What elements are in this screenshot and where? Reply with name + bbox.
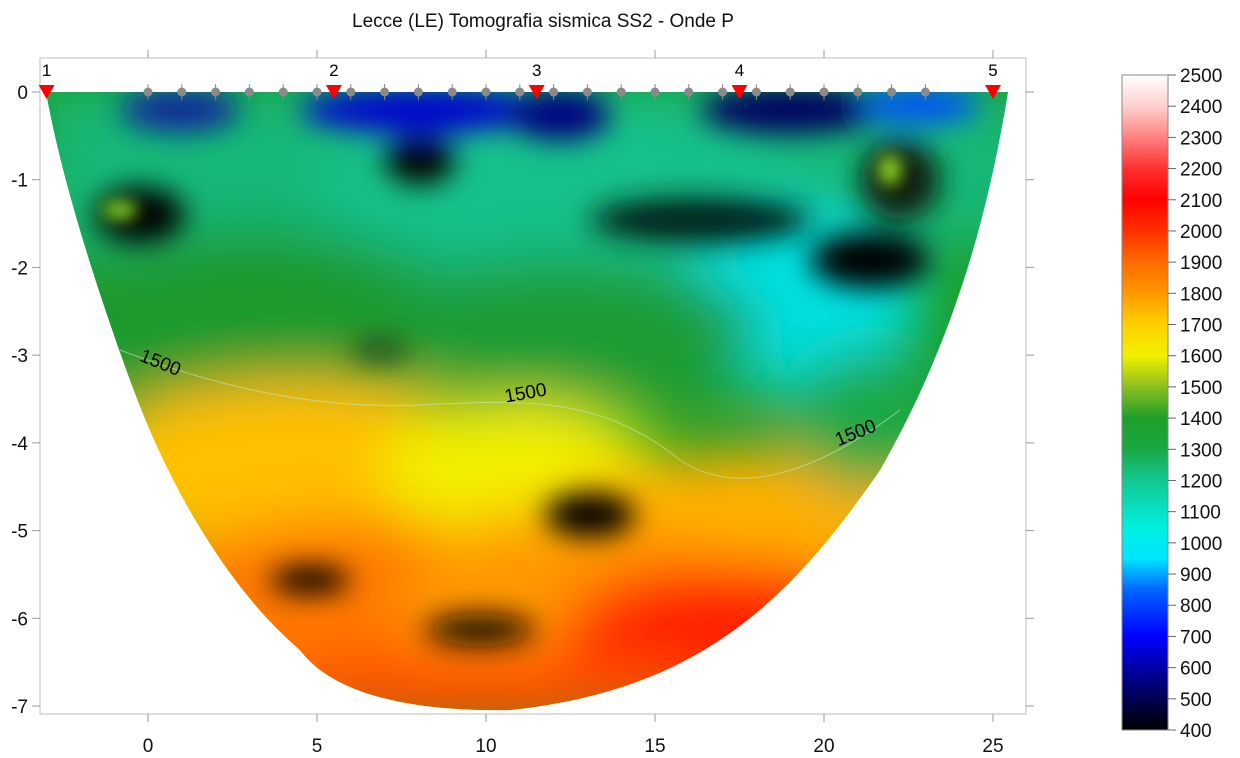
x-tick-label: 10 (475, 736, 496, 757)
x-tick-label: 0 (143, 736, 154, 757)
geophone-marker (481, 87, 491, 97)
geophone-marker (751, 87, 761, 97)
geophone-marker (380, 87, 390, 97)
geophone-marker (211, 87, 221, 97)
y-tick-label: -6 (11, 609, 28, 630)
geophone-marker (278, 87, 288, 97)
y-tick-label: -4 (11, 434, 28, 455)
colorbar-tick-label: 1800 (1180, 284, 1222, 305)
colorbar-tick-label: 1400 (1180, 409, 1222, 430)
colorbar-tick-label: 700 (1180, 627, 1212, 648)
plot-frame (39, 57, 1027, 715)
shot-marker (38, 85, 55, 99)
shot-label: 4 (735, 61, 744, 80)
x-tick-label: 5 (312, 736, 323, 757)
colorbar-tick-label: 1100 (1180, 503, 1221, 524)
geophone-marker (785, 87, 795, 97)
geophone-marker (549, 87, 559, 97)
shot-marker (528, 85, 545, 99)
colorbar-tick-label: 2200 (1180, 160, 1222, 181)
geophone-marker (143, 87, 153, 97)
geophone-marker (413, 87, 423, 97)
velocity-field (46, 92, 1008, 711)
y-tick-label: -7 (11, 697, 28, 718)
geophone-marker (887, 87, 897, 97)
geophone-marker (819, 87, 829, 97)
colorbar-tick-label: 1300 (1180, 440, 1222, 461)
colorbar-tick-label: 1900 (1180, 253, 1222, 274)
colorbar-tick-label: 900 (1180, 565, 1212, 586)
chart-title: Lecce (LE) Tomografia sismica SS2 - Onde… (352, 11, 734, 32)
shot-marker (325, 85, 342, 99)
geophone-marker (684, 87, 694, 97)
colorbar-tick-label: 1600 (1180, 347, 1222, 368)
colorbar-tick-label: 1200 (1180, 471, 1222, 492)
geophone-marker (312, 87, 322, 97)
shot-marker (985, 85, 1001, 99)
y-tick-label: -5 (11, 522, 28, 543)
x-tick-label: 20 (813, 736, 834, 757)
geophone-marker (515, 87, 525, 97)
geophone-marker (244, 87, 254, 97)
shot-label: 2 (329, 61, 338, 80)
y-tick-label: -2 (11, 258, 28, 279)
contour-line-1500 (119, 349, 901, 479)
geophone-marker (346, 87, 356, 97)
geophone-marker (447, 87, 457, 97)
y-tick-label: 0 (17, 83, 28, 104)
colorbar-tick-label: 2100 (1180, 191, 1222, 212)
geophone-marker (920, 87, 930, 97)
geophone-marker (650, 87, 660, 97)
x-tick-label: 15 (644, 736, 665, 757)
geophone-marker (616, 87, 626, 97)
shot-label: 5 (988, 61, 997, 80)
x-tick-label: 25 (982, 736, 1003, 757)
colorbar-tick-label: 800 (1180, 596, 1212, 617)
shot-label: 3 (532, 61, 541, 80)
shot-label: 1 (42, 61, 51, 80)
colorbar-tick-label: 2500 (1180, 66, 1222, 87)
y-tick-label: -3 (11, 346, 28, 367)
colorbar-bar (1121, 74, 1169, 731)
colorbar-tick-label: 400 (1180, 721, 1212, 742)
colorbar-tick-label: 1000 (1180, 534, 1222, 555)
colorbar-tick-label: 2400 (1180, 97, 1222, 118)
geophone-marker (177, 87, 187, 97)
geophone-marker (582, 87, 592, 97)
shot-marker (731, 85, 748, 99)
colorbar-tick-label: 1500 (1180, 378, 1222, 399)
colorbar-tick-label: 2300 (1180, 128, 1222, 149)
colorbar-tick-label: 600 (1180, 659, 1212, 680)
geophone-marker (718, 87, 728, 97)
colorbar-tick-label: 500 (1180, 690, 1212, 711)
geophone-marker (853, 87, 863, 97)
y-tick-label: -1 (11, 171, 28, 192)
colorbar-tick-label: 2000 (1180, 222, 1222, 243)
colorbar-tick-label: 1700 (1180, 316, 1222, 337)
